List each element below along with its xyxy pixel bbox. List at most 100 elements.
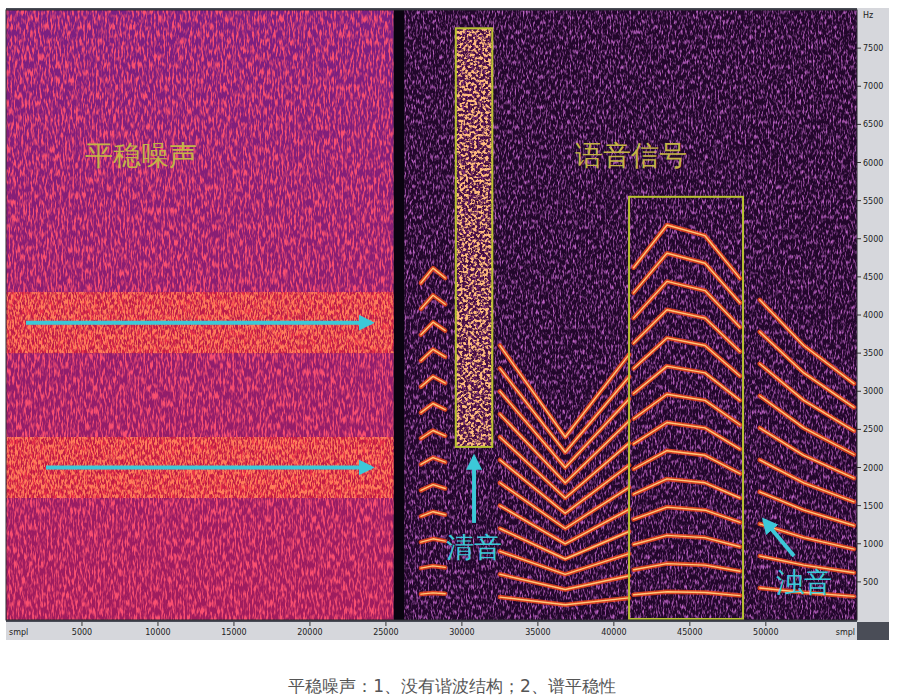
harmonic <box>634 338 740 376</box>
noise-band-texture <box>6 292 394 353</box>
harmonic <box>500 483 629 529</box>
harmonic-line <box>634 338 740 376</box>
y-tick-label: 2500 <box>863 425 883 434</box>
harmonic-line <box>500 346 629 438</box>
noise-band <box>6 437 394 498</box>
harmonic-line <box>634 310 740 352</box>
harmonic-line <box>634 535 740 546</box>
harmonic-core <box>760 428 854 478</box>
harmonic <box>634 394 740 425</box>
harmonic-line <box>500 483 629 529</box>
y-tick <box>857 124 861 125</box>
harmonic-line <box>500 574 629 589</box>
chart-root: 5000100001500020000250003000035000400004… <box>0 0 904 700</box>
harmonic <box>634 592 740 596</box>
harmonic <box>500 346 629 438</box>
y-tick-label: 1500 <box>863 502 883 511</box>
unvoiced-texture <box>456 28 492 447</box>
harmonic-core <box>500 551 629 574</box>
harmonic-core <box>634 592 740 596</box>
harmonic-core <box>421 593 445 594</box>
harmonic-core <box>760 524 854 549</box>
harmonic <box>421 376 445 386</box>
unvoiced-label: 清音 <box>446 531 502 564</box>
y-tick-label: 3500 <box>863 349 883 358</box>
noise-label: 平稳噪声 <box>85 139 197 172</box>
x-tick <box>689 622 690 626</box>
y-tick-label: 7500 <box>863 44 883 53</box>
harmonic <box>421 404 445 413</box>
x-tick-label: 15000 <box>221 628 246 637</box>
noise-arrow <box>26 321 372 325</box>
harmonic-line <box>634 394 740 425</box>
harmonic-core <box>760 332 854 408</box>
harmonic <box>500 574 629 589</box>
harmonic-core <box>421 566 445 568</box>
harmonic-core <box>421 512 445 517</box>
harmonic-core <box>634 451 740 474</box>
harmonic <box>760 524 854 549</box>
harmonic <box>634 310 740 352</box>
harmonic <box>421 593 445 594</box>
harmonic <box>421 295 445 309</box>
harmonic <box>500 551 629 574</box>
harmonic-core <box>760 300 854 384</box>
harmonic-line <box>634 507 740 522</box>
x-tick-label: 40000 <box>601 628 626 637</box>
harmonic-line <box>421 566 445 568</box>
harmonic-line <box>634 281 740 327</box>
harmonic <box>421 431 445 439</box>
noise-band-texture <box>6 437 394 498</box>
x-tick <box>537 622 538 626</box>
harmonic <box>421 566 445 568</box>
harmonic-core <box>634 281 740 327</box>
y-tick-label: 500 <box>863 578 878 587</box>
harmonic-core <box>634 394 740 425</box>
y-tick <box>857 200 861 201</box>
harmonic-line <box>634 451 740 474</box>
harmonic <box>421 458 445 465</box>
harmonic <box>634 366 740 400</box>
x-tick-label: 30000 <box>449 628 474 637</box>
speech-texture <box>404 10 857 620</box>
x-axis-label: smpl <box>836 628 855 637</box>
harmonic <box>760 332 854 408</box>
y-tick <box>857 86 861 87</box>
y-tick-label: 6000 <box>863 159 883 168</box>
harmonic-line <box>634 366 740 400</box>
harmonic-line <box>634 564 740 572</box>
y-tick <box>857 315 861 316</box>
y-tick <box>857 391 861 392</box>
caption: 平稳噪声：1、没有谐波结构；2、谱平稳性 <box>288 676 616 696</box>
x-tick <box>461 622 462 626</box>
silence-gap <box>394 10 405 620</box>
harmonic-line <box>634 592 740 596</box>
harmonic <box>634 564 740 572</box>
y-tick-label: 6500 <box>863 120 883 129</box>
harmonic-line <box>500 597 629 605</box>
y-tick-label: 2000 <box>863 464 883 473</box>
y-tick <box>857 581 861 582</box>
harmonic-line <box>760 460 854 502</box>
harmonic-line <box>421 349 445 361</box>
harmonic <box>634 423 740 450</box>
y-tick <box>857 505 861 506</box>
x-tick-label: 5000 <box>72 628 92 637</box>
harmonic-line <box>760 428 854 478</box>
harmonic-core <box>421 268 445 283</box>
harmonic-core <box>421 404 445 413</box>
harmonic-core <box>421 539 445 542</box>
x-tick <box>233 622 234 626</box>
harmonic-core <box>421 322 445 335</box>
unvoiced-fill <box>456 28 492 447</box>
noise-region <box>6 10 394 620</box>
y-axis-label: Hz <box>863 11 873 20</box>
noise-band <box>6 292 394 353</box>
x-axis-label: smpl <box>9 628 28 637</box>
harmonic-core <box>421 458 445 465</box>
y-tick <box>857 48 861 49</box>
frame <box>6 8 889 640</box>
y-tick-label: 5500 <box>863 197 883 206</box>
voiced-arrow <box>764 520 794 556</box>
y-tick-label: 1000 <box>863 540 883 549</box>
